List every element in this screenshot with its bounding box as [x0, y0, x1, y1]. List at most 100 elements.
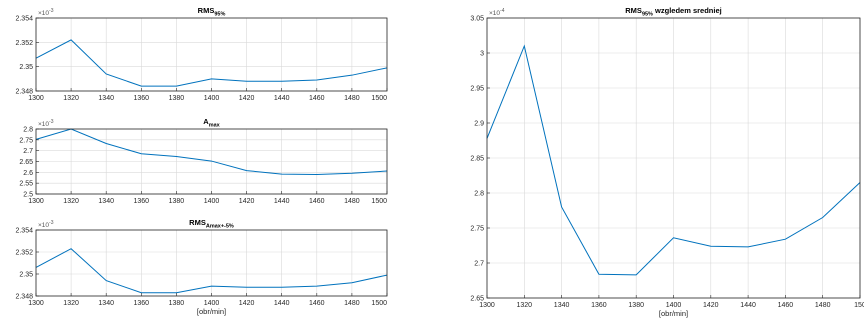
y-tick-label: 2.65	[19, 159, 33, 166]
y-tick-label: 2.352	[15, 250, 33, 257]
x-tick-label: 1320	[63, 198, 79, 205]
x-tick-label: 1500	[371, 198, 387, 205]
x-tick-label: 1320	[63, 300, 79, 307]
data-point	[316, 79, 318, 81]
x-tick-label: 1380	[169, 95, 185, 102]
x-tick-label: 1380	[628, 302, 644, 309]
y-tick-label: 2.7	[23, 148, 33, 155]
data-point	[245, 169, 247, 171]
y-tick-label: 2.354	[15, 228, 33, 235]
y-tick-label: 2.8	[23, 127, 33, 134]
data-line	[486, 44, 861, 276]
data-point	[316, 173, 318, 175]
x-tick-label: 1400	[666, 302, 682, 309]
x-tick-label: 1420	[239, 300, 255, 307]
axis-exponent-power: -4	[500, 8, 505, 14]
x-tick-label: 1440	[740, 302, 756, 309]
x-tick-label: 1500	[371, 95, 387, 102]
x-tick-label: 1460	[309, 300, 325, 307]
chart-title-subscript: Amax+-5%	[206, 224, 234, 230]
chart-title-main: RMS	[189, 218, 206, 227]
axis-exponent-power: -3	[49, 8, 54, 14]
axis-exponent: ×10-3	[38, 119, 54, 128]
chart-rmsamax: 1300 1320 1340 1360 1380 1400 1420 1440 1460 1480…	[15, 218, 388, 316]
chart-title-subscript: 95%	[642, 12, 653, 18]
y-tick-label: 2.5	[23, 192, 33, 199]
chart-amax: 1300 1320 1340 1360 1380 1400 1420 1440 1460 1480…	[19, 117, 388, 205]
axis-exponent-base: ×10	[38, 10, 49, 17]
data-point	[747, 246, 749, 248]
x-tick-label: 1320	[517, 302, 533, 309]
data-point	[598, 273, 600, 275]
data-point	[175, 85, 177, 87]
x-tick-label: 150	[854, 302, 864, 309]
data-point	[635, 274, 637, 276]
x-tick-label: 1400	[204, 300, 220, 307]
y-tick-label: 2.354	[15, 16, 33, 23]
y-tick-label: 2.55	[19, 181, 33, 188]
data-line	[35, 248, 388, 294]
y-tick-label: 2.6	[23, 170, 33, 177]
y-tick-label: 2.352	[15, 40, 33, 47]
x-tick-label: 1300	[28, 300, 44, 307]
x-tick-label: 1400	[204, 95, 220, 102]
chart-title-main: A	[203, 117, 209, 126]
x-tick-label: 1440	[274, 95, 290, 102]
chart-title-subscript: max	[209, 123, 221, 129]
chart-title: RMSAmax+-5%	[189, 218, 234, 230]
x-tick-label: 1420	[239, 198, 255, 205]
axis-exponent-power: -3	[49, 220, 54, 226]
x-tick-label: 1460	[309, 198, 325, 205]
data-point	[560, 206, 562, 208]
x-tick-label: 1360	[134, 198, 150, 205]
x-axis-label: [obr/min]	[659, 309, 688, 318]
y-tick-label: 2.75	[19, 137, 33, 144]
data-point	[316, 285, 318, 287]
x-tick-label: 1400	[204, 198, 220, 205]
data-point	[105, 73, 107, 75]
chart-rms95rel: 1300 1320 1340 1360 1380 1400 1420 1440 1460 1480…	[470, 6, 864, 318]
x-tick-label: 1500	[371, 300, 387, 307]
axis-exponent-base: ×10	[489, 10, 500, 17]
data-point	[105, 142, 107, 144]
data-point	[281, 286, 283, 288]
x-tick-label: 1420	[239, 95, 255, 102]
y-tick-label: 2.8	[474, 191, 484, 198]
x-tick-label: 1360	[134, 300, 150, 307]
y-tick-label: 2.95	[470, 86, 484, 93]
x-tick-label: 1460	[309, 95, 325, 102]
x-tick-label: 1480	[344, 300, 360, 307]
data-point	[281, 173, 283, 175]
axis-exponent-base: ×10	[38, 222, 49, 229]
y-tick-label: 2.7	[474, 261, 484, 268]
data-point	[245, 80, 247, 82]
y-tick-label: 2.35	[19, 272, 33, 279]
x-tick-label: 1440	[274, 300, 290, 307]
y-tick-label: 3.05	[470, 16, 484, 23]
data-point	[245, 286, 247, 288]
x-tick-label: 1340	[98, 300, 114, 307]
axis-exponent: ×10-4	[489, 8, 505, 17]
y-tick-label: 2.348	[15, 89, 33, 96]
data-point	[140, 85, 142, 87]
y-tick-label: 2.35	[19, 64, 33, 71]
x-tick-label: 1380	[169, 198, 185, 205]
y-tick-label: 2.348	[15, 294, 33, 301]
y-tick-label: 2.65	[470, 296, 484, 303]
data-point	[140, 153, 142, 155]
x-tick-label: 1340	[98, 95, 114, 102]
data-point	[351, 172, 353, 174]
data-point	[710, 245, 712, 247]
chart-title-main: RMS	[625, 6, 642, 15]
x-tick-label: 1300	[28, 95, 44, 102]
axis-exponent: ×10-3	[38, 8, 54, 17]
y-tick-label: 2.9	[474, 121, 484, 128]
axis-exponent-base: ×10	[38, 121, 49, 128]
x-tick-label: 1480	[344, 95, 360, 102]
axis-exponent: ×10-3	[38, 220, 54, 229]
chart-title-subscript: 95%	[214, 12, 225, 18]
axis-exponent-power: -3	[49, 119, 54, 125]
x-axis-label: [obr/min]	[197, 307, 226, 316]
